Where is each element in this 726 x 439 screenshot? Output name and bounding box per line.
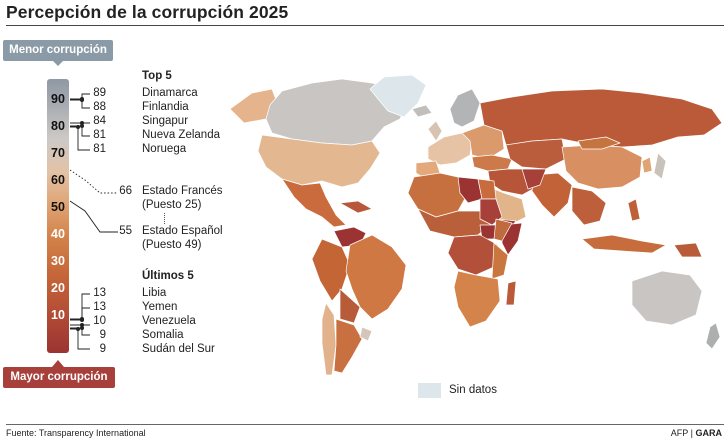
map-region-libya bbox=[457, 176, 483, 204]
scale-top-label: Menor corrupción bbox=[3, 40, 113, 61]
top5-country: Dinamarca bbox=[142, 87, 198, 99]
map-region-western-europe bbox=[427, 132, 473, 166]
map-region-iceland bbox=[411, 104, 433, 118]
scale-top-pointer bbox=[52, 60, 64, 66]
last5-score: 9 bbox=[99, 329, 106, 341]
scale-tick: 70 bbox=[51, 146, 65, 160]
map-region-mexico bbox=[281, 178, 347, 228]
scale-tick: 20 bbox=[51, 281, 65, 295]
top5-score: 88 bbox=[93, 101, 106, 113]
last5-country: Venezuela bbox=[142, 315, 196, 327]
map-region-central-asia bbox=[505, 138, 567, 170]
top5-score: 89 bbox=[93, 87, 106, 99]
credit: AFP | GARA bbox=[671, 428, 722, 438]
map-region-japan bbox=[653, 152, 667, 180]
scale-tick: 60 bbox=[51, 173, 65, 187]
map-region-korea bbox=[641, 156, 653, 174]
map-region-brazil bbox=[345, 234, 407, 320]
last5-country: Libia bbox=[142, 287, 167, 299]
map-region-southern-africa bbox=[453, 270, 501, 328]
scale-tick: 30 bbox=[51, 254, 65, 268]
top5-score: 81 bbox=[93, 129, 106, 141]
top5-country: Singapur bbox=[142, 115, 189, 127]
last5-score: 9 bbox=[99, 343, 106, 355]
map-region-central-africa bbox=[447, 234, 499, 276]
map-region-china bbox=[561, 144, 643, 190]
map-region-argentina bbox=[333, 318, 363, 374]
world-map bbox=[229, 75, 723, 376]
scale-tick: 80 bbox=[51, 119, 65, 133]
last5-country: Sudán del Sur bbox=[142, 343, 215, 355]
map-region-scandinavia bbox=[449, 88, 481, 128]
top5-score: 81 bbox=[93, 143, 106, 155]
map-region-indonesia bbox=[581, 234, 667, 254]
map-region-turkey-caucasus bbox=[471, 154, 513, 172]
title-divider bbox=[6, 25, 724, 26]
map-region-chile bbox=[321, 302, 337, 376]
no-data-label: Sin datos bbox=[449, 384, 497, 396]
map-region-southeast-asia bbox=[571, 186, 607, 226]
spain-score: 55 bbox=[119, 225, 132, 237]
map-region-uk-ireland bbox=[427, 120, 443, 142]
map-region-greenland bbox=[369, 75, 427, 118]
source-note: Fuente: Transparency International bbox=[6, 428, 146, 438]
map-region-pakistan-afghanistan bbox=[521, 168, 547, 190]
last5-score: 13 bbox=[93, 287, 106, 299]
top5-country: Noruega bbox=[142, 143, 187, 155]
map-region-australia bbox=[631, 270, 703, 326]
map-region-new-zealand bbox=[705, 322, 721, 350]
map-region-usa bbox=[257, 134, 381, 188]
page-title: Percepción de la corrupción 2025 bbox=[6, 2, 289, 22]
map-region-east-africa bbox=[491, 242, 509, 280]
scale-bottom-pointer bbox=[52, 360, 64, 367]
map-region-mongolia bbox=[577, 136, 621, 150]
map-region-colombia-peru bbox=[311, 238, 351, 302]
scale-tick: 40 bbox=[51, 227, 65, 241]
map-region-philippines bbox=[627, 198, 641, 222]
france-name: Estado Francés bbox=[142, 185, 223, 197]
scale-tick: 90 bbox=[51, 92, 65, 106]
map-region-ethiopia bbox=[493, 218, 513, 242]
credit-agency: AFP | bbox=[670, 428, 693, 438]
map-region-png bbox=[673, 242, 703, 258]
credit-outlet: GARA bbox=[695, 428, 723, 438]
score-scale-bar: 90 80 70 60 50 40 30 20 10 bbox=[47, 79, 69, 353]
map-region-caribbean bbox=[339, 200, 373, 214]
map-region-madagascar bbox=[505, 280, 517, 306]
score-connectors bbox=[69, 93, 118, 350]
map-region-south-asia bbox=[531, 172, 573, 218]
map-region-uruguay bbox=[359, 326, 373, 342]
top5-country: Finlandia bbox=[142, 101, 189, 113]
no-data-swatch bbox=[418, 383, 441, 398]
last5-country: Yemen bbox=[142, 301, 178, 313]
last5-score: 10 bbox=[93, 315, 106, 327]
top5-heading: Top 5 bbox=[142, 70, 172, 82]
top5-score: 84 bbox=[93, 115, 106, 127]
top5-country: Nueva Zelanda bbox=[142, 129, 220, 141]
last5-country: Somalia bbox=[142, 329, 184, 341]
spain-name: Estado Español bbox=[142, 225, 223, 237]
scale-tick: 50 bbox=[51, 200, 65, 214]
map-region-bolivia-paraguay bbox=[339, 288, 361, 324]
last5-heading: Últimos 5 bbox=[142, 270, 194, 282]
scale-tick: 10 bbox=[51, 308, 65, 322]
france-score: 66 bbox=[119, 185, 132, 197]
spain-rank: (Puesto 49) bbox=[142, 239, 202, 251]
france-rank: (Puesto 25) bbox=[142, 199, 202, 211]
scale-bottom-label: Mayor corrupción bbox=[3, 367, 115, 388]
footer-divider bbox=[6, 424, 724, 425]
last5-score: 13 bbox=[93, 301, 106, 313]
dotted-separator bbox=[164, 213, 166, 224]
map-region-canada bbox=[265, 78, 409, 146]
